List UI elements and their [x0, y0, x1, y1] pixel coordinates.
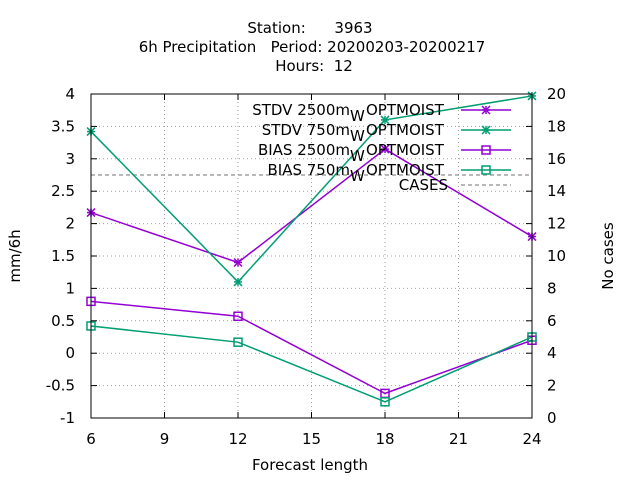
star-marker: [481, 125, 491, 135]
x-tick-label: 6: [86, 430, 96, 448]
y2-tick-label: 14: [547, 182, 566, 200]
x-tick-label: 9: [160, 430, 170, 448]
y-axis-label: mm/6h: [6, 229, 24, 282]
legend-label-tail: OPTMOIST: [366, 101, 445, 119]
star-marker: [233, 257, 243, 268]
legend-label-sub: W: [350, 107, 365, 125]
square-marker: [481, 165, 491, 175]
legend-label-sub: W: [350, 147, 365, 165]
y-tick-label: 0.5: [51, 312, 75, 330]
square-marker: [233, 311, 243, 322]
x-tick-label: 15: [302, 430, 321, 448]
y2-tick-label: 0: [547, 409, 557, 427]
y2-tick-label: 8: [547, 279, 557, 297]
y2-tick-label: 4: [547, 344, 557, 362]
title-line-2: 6h Precipitation Period: 20200203-202002…: [139, 38, 486, 56]
legend-label-tail: OPTMOIST: [366, 121, 445, 139]
star-marker: [481, 105, 491, 115]
y-tick-label: -0.5: [46, 377, 75, 395]
x-tick-label: 12: [228, 430, 247, 448]
y2-tick-label: 20: [547, 85, 566, 103]
square-marker: [481, 145, 491, 155]
legend-label-cases: CASES: [399, 176, 448, 194]
legend-label-tail: OPTMOIST: [366, 161, 445, 179]
legend-label: BIAS 750m: [267, 161, 350, 179]
legend-label-tail: OPTMOIST: [366, 141, 445, 159]
y-tick-label: -1: [60, 409, 75, 427]
y-tick-label: 0: [65, 344, 75, 362]
y-tick-label: 2: [65, 215, 75, 233]
y-tick-label: 1: [65, 279, 75, 297]
legend-label: BIAS 2500m: [258, 141, 350, 159]
x-tick-label: 24: [522, 430, 541, 448]
y2-tick-label: 18: [547, 117, 566, 135]
series-line: [90, 300, 533, 395]
x-axis-label: Forecast length: [252, 456, 368, 474]
title-line-3: Hours: 12: [275, 57, 353, 75]
ticks: 6 9 12 15 18 21 24-1-0.500.511.522.533.5402468…: [46, 85, 566, 448]
legend-label: STDV 2500m: [252, 101, 350, 119]
series-line: [90, 95, 533, 284]
legend-label-sub: W: [350, 167, 365, 185]
legend-label-sub: W: [350, 127, 365, 145]
y-tick-label: 3.5: [51, 117, 75, 135]
y2-tick-label: 2: [547, 377, 557, 395]
y-tick-label: 2.5: [51, 182, 75, 200]
square-marker: [233, 337, 243, 347]
star-marker: [380, 115, 390, 125]
grid: [91, 94, 532, 418]
y-tick-label: 3: [65, 150, 75, 168]
y-tick-label: 4: [65, 85, 75, 103]
series-layer: [86, 91, 537, 407]
star-marker: [380, 144, 390, 154]
y2-tick-label: 16: [547, 150, 566, 168]
chart-title: Station: 3963 6h Precipitation Period: 2…: [139, 19, 486, 75]
x-tick-label: 18: [375, 430, 394, 448]
series-line: [90, 325, 533, 403]
y2-tick-label: 10: [547, 247, 566, 265]
legend-label: STDV 750m: [262, 121, 350, 139]
x-tick-label: 21: [449, 430, 468, 448]
y2-tick-label: 12: [547, 215, 566, 233]
y2-axis-label: No cases: [599, 222, 617, 290]
series-line: [90, 148, 533, 264]
y2-tick-label: 6: [547, 312, 557, 330]
square-marker: [380, 397, 390, 407]
star-marker: [233, 277, 243, 287]
y-tick-label: 1.5: [51, 247, 75, 265]
title-line-1: Station: 3963: [247, 19, 372, 37]
